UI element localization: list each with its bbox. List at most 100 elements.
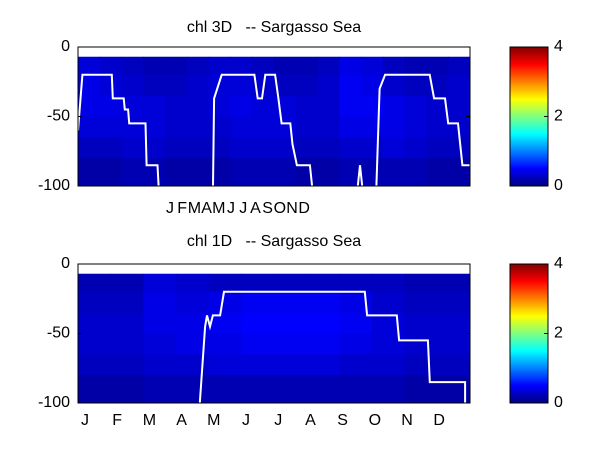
y-tick-label: 0 — [61, 255, 70, 272]
heatmap-cell — [317, 116, 340, 138]
heatmap-cell — [121, 158, 144, 187]
colorbar-tick-label: 0 — [554, 394, 563, 411]
heatmap-cell — [382, 137, 406, 159]
heatmap-cell — [426, 158, 449, 187]
heatmap-cell — [99, 116, 123, 138]
x-tick-label: F — [177, 200, 187, 217]
heatmap-cell — [404, 56, 427, 76]
heatmap-cell — [317, 158, 340, 187]
heatmap-cell — [317, 95, 340, 117]
colorbar-tick-label: 0 — [554, 177, 563, 194]
x-tick-label: F — [112, 412, 122, 429]
heatmap-cell — [295, 137, 319, 159]
heatmap-cell — [143, 354, 177, 376]
heatmap-cell — [99, 74, 123, 97]
heatmap-cell — [295, 116, 319, 138]
heatmap-cell — [186, 158, 210, 187]
heatmap-cell — [165, 158, 188, 187]
heatmap-cell — [208, 116, 231, 138]
x-tick-label: S — [262, 200, 273, 217]
heatmap-cell — [78, 56, 101, 76]
heatmap-cell — [208, 312, 242, 334]
heatmap-cell — [295, 56, 319, 76]
heatmap-cell — [295, 158, 319, 187]
heatmap-cell — [437, 333, 471, 355]
heatmap-cell — [372, 354, 406, 376]
heatmap-cell — [99, 56, 123, 76]
colorbar — [509, 263, 549, 404]
heatmap-cell — [176, 291, 210, 314]
heatmap-cell — [404, 116, 427, 138]
heatmap-cell — [241, 354, 275, 376]
x-tick-label: O — [369, 412, 381, 429]
heatmap-cell — [78, 158, 101, 187]
heatmap-cell — [143, 56, 166, 76]
heatmap-cell — [404, 291, 438, 314]
heatmap-cell — [78, 273, 112, 293]
heatmap-cell — [230, 158, 253, 187]
heatmap-cell — [339, 95, 362, 117]
x-tick-label: M — [143, 412, 156, 429]
heatmap-cell — [186, 95, 210, 117]
heatmap-cell — [230, 137, 253, 159]
heatmap-cell — [208, 375, 242, 404]
x-tick-label: O — [274, 200, 286, 217]
heatmap-cell — [143, 291, 177, 314]
chart-title: chl 3D -- Sargasso Sea — [187, 19, 361, 36]
heatmap-cell — [176, 354, 210, 376]
colorbar-tick-label: 2 — [554, 108, 563, 125]
heatmap-cell — [339, 273, 373, 293]
heatmap-cell — [143, 137, 166, 159]
heatmap-cell — [361, 95, 384, 117]
heatmap-cell — [121, 95, 144, 117]
heatmap-cell — [404, 74, 427, 97]
heatmap-cell — [382, 158, 406, 187]
heatmap-cell — [241, 333, 275, 355]
x-tick-label: N — [401, 412, 413, 429]
heatmap-cell — [78, 375, 112, 404]
heatmap-cell — [110, 291, 144, 314]
heatmap-cell — [306, 354, 340, 376]
mld-line — [198, 290, 467, 404]
x-tick-label: N — [286, 200, 298, 217]
x-tick-label: J — [166, 200, 174, 217]
heatmap-cell — [252, 137, 275, 159]
heatmap-cell — [121, 116, 144, 138]
y-tick-label: -100 — [38, 177, 70, 194]
heatmap-cell — [306, 333, 340, 355]
y-tick-label: -100 — [38, 394, 70, 411]
chart-title: chl 1D -- Sargasso Sea — [187, 233, 361, 250]
heatmap-cell — [448, 137, 471, 159]
heatmap-cell — [437, 312, 471, 334]
heatmap-cell — [382, 95, 406, 117]
heatmap-cell — [404, 137, 427, 159]
x-tick-label: A — [305, 412, 316, 429]
heatmap-cell — [437, 273, 471, 293]
heatmap-cell — [437, 354, 471, 376]
heatmap-cell — [176, 312, 210, 334]
heatmap-cell — [252, 158, 275, 187]
x-tick-label: J — [81, 412, 89, 429]
heatmap-cell — [382, 56, 406, 76]
heatmap-cell — [241, 375, 275, 404]
heatmap-cell — [274, 74, 297, 97]
x-tick-label: A — [176, 412, 187, 429]
heatmap-cell — [306, 375, 340, 404]
heatmap-cell — [339, 354, 373, 376]
heatmap-cell — [372, 291, 406, 314]
heatmap-cell — [165, 95, 188, 117]
heatmap-cell — [274, 333, 308, 355]
heatmap-cell — [143, 116, 166, 138]
heatmap-cell — [274, 354, 308, 376]
heatmap-cell — [274, 116, 297, 138]
x-tick-label: J — [239, 200, 247, 217]
heatmap-cell — [382, 74, 406, 97]
heatmap-cell — [295, 95, 319, 117]
heatmap-cell — [78, 74, 101, 97]
heatmap-cell — [186, 116, 210, 138]
heatmap-cell — [306, 273, 340, 293]
x-tick-label: J — [274, 412, 282, 429]
heatmap-cell — [110, 354, 144, 376]
heatmap-cell — [339, 158, 362, 187]
